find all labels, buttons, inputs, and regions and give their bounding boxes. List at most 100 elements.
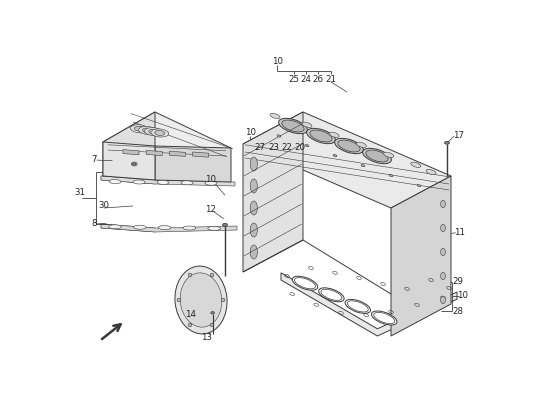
- Polygon shape: [101, 176, 235, 186]
- Text: 23: 23: [269, 143, 280, 152]
- Ellipse shape: [334, 138, 364, 154]
- Text: 8: 8: [91, 220, 97, 228]
- Ellipse shape: [441, 248, 446, 256]
- Text: 10: 10: [272, 58, 283, 66]
- Ellipse shape: [177, 298, 181, 302]
- Ellipse shape: [131, 162, 137, 166]
- Ellipse shape: [108, 225, 122, 229]
- Text: 25: 25: [289, 76, 300, 84]
- Ellipse shape: [181, 181, 193, 185]
- Ellipse shape: [362, 148, 392, 164]
- Text: 29: 29: [453, 277, 464, 286]
- Ellipse shape: [411, 162, 421, 168]
- Text: 20: 20: [294, 143, 305, 152]
- Polygon shape: [146, 150, 162, 156]
- Ellipse shape: [148, 129, 158, 134]
- Ellipse shape: [130, 125, 148, 133]
- Ellipse shape: [306, 128, 336, 144]
- Ellipse shape: [223, 223, 227, 226]
- Text: 24: 24: [300, 76, 311, 84]
- Text: 31: 31: [74, 188, 85, 197]
- Ellipse shape: [292, 276, 318, 290]
- Ellipse shape: [188, 323, 192, 327]
- Ellipse shape: [210, 273, 214, 277]
- Ellipse shape: [183, 226, 196, 230]
- Ellipse shape: [180, 273, 222, 327]
- Ellipse shape: [109, 180, 121, 184]
- Ellipse shape: [188, 273, 192, 277]
- Ellipse shape: [250, 157, 257, 171]
- Ellipse shape: [345, 300, 371, 313]
- Ellipse shape: [444, 142, 449, 144]
- Ellipse shape: [282, 120, 304, 132]
- Text: 14: 14: [185, 310, 196, 319]
- Ellipse shape: [441, 224, 446, 232]
- Ellipse shape: [277, 135, 281, 137]
- Ellipse shape: [279, 118, 307, 134]
- Ellipse shape: [133, 163, 136, 165]
- Ellipse shape: [321, 289, 342, 300]
- Ellipse shape: [441, 200, 446, 208]
- Ellipse shape: [338, 140, 360, 152]
- Ellipse shape: [155, 130, 165, 136]
- Ellipse shape: [329, 132, 339, 138]
- Polygon shape: [101, 224, 155, 232]
- Ellipse shape: [318, 288, 344, 302]
- Ellipse shape: [139, 126, 157, 134]
- Ellipse shape: [158, 226, 171, 230]
- Ellipse shape: [356, 142, 366, 148]
- Ellipse shape: [250, 201, 257, 215]
- Ellipse shape: [305, 144, 309, 147]
- Text: 10: 10: [245, 128, 256, 137]
- Ellipse shape: [383, 152, 394, 158]
- Ellipse shape: [333, 154, 337, 157]
- Polygon shape: [281, 273, 457, 336]
- Ellipse shape: [361, 164, 365, 167]
- Polygon shape: [169, 151, 185, 156]
- Polygon shape: [103, 112, 155, 176]
- Ellipse shape: [250, 179, 257, 193]
- Polygon shape: [123, 150, 139, 155]
- Text: 12: 12: [206, 205, 217, 214]
- Ellipse shape: [348, 301, 369, 312]
- Ellipse shape: [208, 226, 221, 230]
- Ellipse shape: [426, 169, 436, 175]
- Ellipse shape: [441, 272, 446, 280]
- Text: 27: 27: [254, 143, 265, 152]
- Ellipse shape: [221, 298, 225, 302]
- Ellipse shape: [250, 245, 257, 259]
- Polygon shape: [155, 146, 231, 182]
- Text: 11: 11: [454, 228, 465, 237]
- Text: 30: 30: [98, 201, 109, 210]
- Text: 28: 28: [453, 307, 464, 316]
- Ellipse shape: [142, 128, 152, 133]
- Polygon shape: [103, 142, 155, 180]
- Ellipse shape: [134, 126, 144, 131]
- Ellipse shape: [211, 312, 214, 314]
- Ellipse shape: [250, 223, 257, 237]
- Ellipse shape: [210, 323, 214, 327]
- Polygon shape: [101, 176, 155, 184]
- Ellipse shape: [205, 181, 217, 185]
- Text: 17: 17: [453, 132, 464, 140]
- Ellipse shape: [145, 128, 163, 136]
- Ellipse shape: [151, 129, 169, 137]
- Polygon shape: [243, 112, 303, 272]
- Ellipse shape: [157, 180, 169, 184]
- Ellipse shape: [389, 174, 393, 177]
- Text: 10: 10: [456, 292, 468, 300]
- Text: 7: 7: [91, 156, 97, 164]
- Text: 10: 10: [206, 176, 217, 184]
- Polygon shape: [101, 224, 237, 232]
- Polygon shape: [391, 176, 451, 336]
- Ellipse shape: [371, 311, 397, 325]
- Ellipse shape: [302, 122, 312, 128]
- Ellipse shape: [310, 130, 332, 142]
- Text: 26: 26: [313, 76, 324, 84]
- Ellipse shape: [441, 296, 446, 304]
- Polygon shape: [243, 112, 451, 208]
- Ellipse shape: [175, 266, 227, 334]
- Ellipse shape: [374, 312, 395, 324]
- Ellipse shape: [295, 278, 316, 289]
- Polygon shape: [192, 152, 208, 157]
